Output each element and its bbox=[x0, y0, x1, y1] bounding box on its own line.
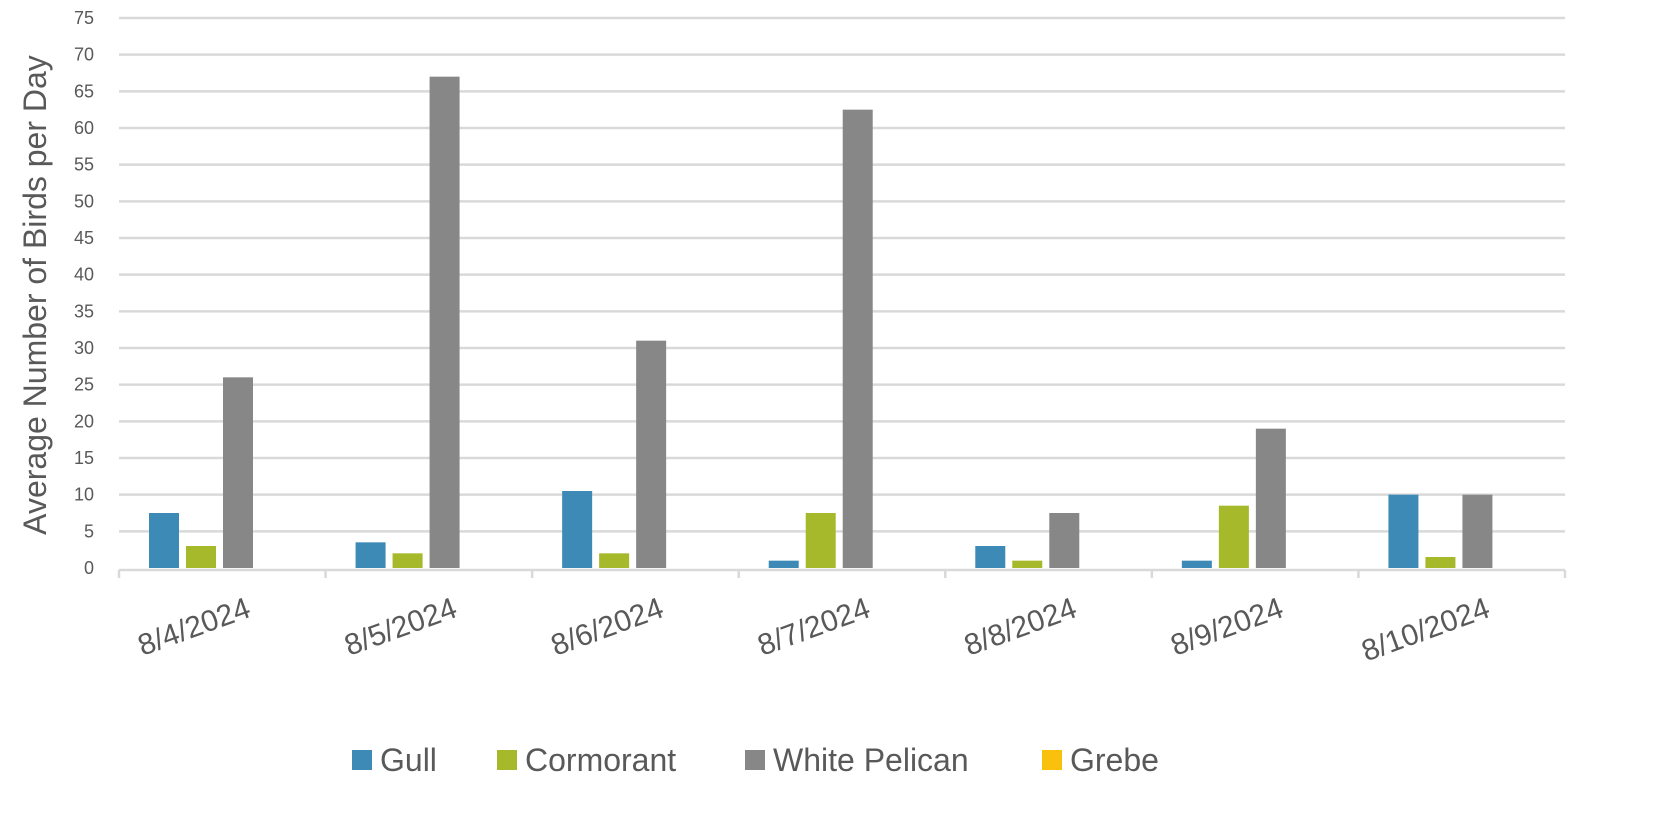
y-tick-label: 45 bbox=[74, 228, 94, 248]
y-tick-label: 15 bbox=[74, 448, 94, 468]
y-tick-label: 35 bbox=[74, 301, 94, 321]
legend-swatch bbox=[745, 750, 765, 770]
y-tick-label: 55 bbox=[74, 155, 94, 175]
bar-white-pelican bbox=[1255, 428, 1286, 568]
bar-gull bbox=[1181, 560, 1212, 568]
bar-white-pelican bbox=[842, 109, 873, 569]
legend-swatch bbox=[352, 750, 372, 770]
y-tick-label: 70 bbox=[74, 45, 94, 65]
gridlines bbox=[119, 16, 1565, 533]
y-tick-label: 60 bbox=[74, 118, 94, 138]
y-tick-label: 25 bbox=[74, 375, 94, 395]
bar-gull bbox=[975, 546, 1006, 568]
bar-gull bbox=[355, 542, 386, 568]
bars bbox=[149, 76, 1493, 569]
y-tick-label: 20 bbox=[74, 411, 94, 431]
bar-white-pelican bbox=[1462, 494, 1493, 568]
bar-white-pelican bbox=[1049, 513, 1080, 568]
bar-cormorant bbox=[1425, 557, 1456, 568]
legend-swatch bbox=[1042, 750, 1062, 770]
bar-cormorant bbox=[1218, 505, 1249, 568]
x-tick-label: 8/6/2024 bbox=[547, 592, 668, 663]
bar-cormorant bbox=[805, 513, 836, 568]
legend-swatch bbox=[497, 750, 517, 770]
y-axis-ticks: 0 5 10 15 20 25 30 35 40 45 50 55 60 65 70 75 bbox=[74, 8, 94, 578]
legend: Gull Cormorant White Pelican Grebe bbox=[352, 742, 1159, 778]
bar-gull bbox=[768, 560, 799, 568]
bar-cormorant bbox=[1012, 560, 1043, 568]
bar-white-pelican bbox=[636, 340, 667, 568]
legend-label: Grebe bbox=[1070, 742, 1159, 778]
legend-label: White Pelican bbox=[773, 742, 969, 778]
y-tick-label: 5 bbox=[84, 521, 94, 541]
x-tick-label: 8/4/2024 bbox=[134, 592, 255, 663]
y-tick-label: 75 bbox=[74, 8, 94, 28]
x-tick-label: 8/5/2024 bbox=[340, 592, 461, 663]
x-tick-label: 8/7/2024 bbox=[753, 592, 874, 663]
bar-gull bbox=[562, 491, 593, 568]
x-axis: 8/4/2024 8/5/2024 8/6/2024 8/7/2024 8/8/2024… bbox=[117, 568, 1567, 669]
x-tick-label: 8/8/2024 bbox=[960, 592, 1081, 663]
y-tick-label: 0 bbox=[84, 558, 94, 578]
bar-white-pelican bbox=[223, 377, 253, 568]
y-tick-label: 65 bbox=[74, 81, 94, 101]
y-tick-label: 40 bbox=[74, 265, 94, 285]
y-tick-label: 30 bbox=[74, 338, 94, 358]
bar-gull bbox=[1388, 494, 1419, 568]
bar-cormorant bbox=[392, 553, 423, 568]
legend-label: Cormorant bbox=[525, 742, 676, 778]
bar-gull bbox=[149, 513, 179, 568]
y-tick-label: 50 bbox=[74, 191, 94, 211]
bar-cormorant bbox=[186, 546, 216, 568]
bar-cormorant bbox=[599, 553, 630, 568]
bar-white-pelican bbox=[429, 76, 460, 569]
y-tick-label: 10 bbox=[74, 485, 94, 505]
legend-label: Gull bbox=[380, 742, 437, 778]
y-axis-title: Average Number of Birds per Day bbox=[17, 55, 53, 535]
x-tick-label: 8/10/2024 bbox=[1357, 592, 1494, 669]
x-tick-label: 8/9/2024 bbox=[1167, 592, 1288, 663]
